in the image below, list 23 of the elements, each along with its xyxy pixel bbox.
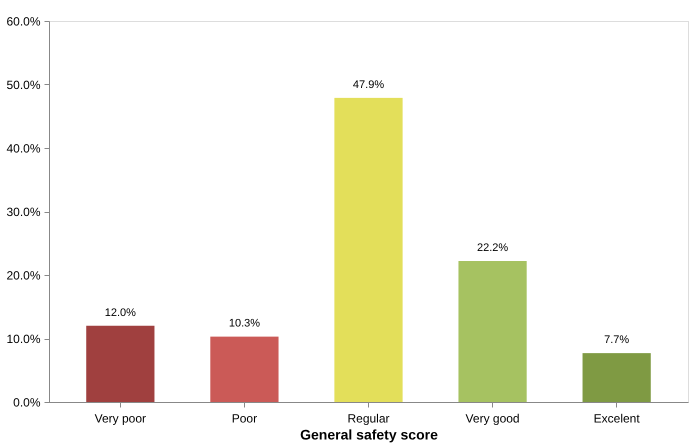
y-tick-label: 40.0%: [6, 142, 41, 156]
x-tick-label: Regular: [347, 412, 390, 426]
x-tick-label: Very poor: [94, 412, 146, 426]
x-axis-title: General safety score: [300, 426, 438, 442]
data-label: 12.0%: [104, 306, 136, 319]
bar: [582, 353, 651, 402]
x-tick-label: Poor: [232, 412, 258, 426]
bar: [334, 98, 403, 402]
data-label: 10.3%: [228, 318, 260, 330]
y-tick-label: 10.0%: [6, 332, 41, 346]
y-tick-label: 60.0%: [6, 14, 41, 28]
y-tick-label: 0.0%: [13, 396, 41, 410]
data-label: 22.2%: [476, 242, 508, 254]
bar: [210, 336, 279, 402]
y-tick-label: 20.0%: [6, 268, 41, 282]
y-tick-label: 30.0%: [6, 205, 41, 219]
x-tick-label: Excelent: [594, 412, 640, 426]
data-label: 7.7%: [604, 334, 630, 346]
x-tick-label: Very good: [466, 412, 520, 426]
y-tick-label: 50.0%: [6, 78, 41, 92]
bar: [86, 326, 154, 402]
data-label: 47.9%: [352, 78, 384, 91]
bar: [458, 261, 527, 402]
